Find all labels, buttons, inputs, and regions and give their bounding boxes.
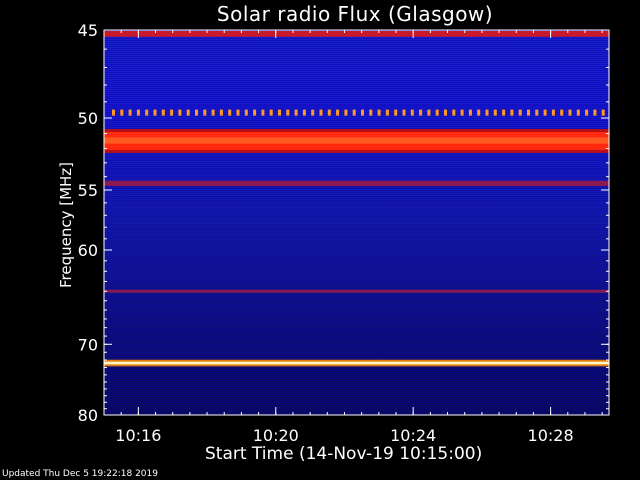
band-dot	[527, 109, 530, 116]
band-dot	[261, 109, 265, 116]
band-dot	[585, 109, 589, 116]
band-dot	[427, 109, 431, 116]
band-dot	[601, 109, 605, 116]
band-dot	[211, 109, 215, 116]
y-tick-label: 70	[78, 335, 98, 354]
band-dot	[502, 109, 506, 116]
band-dot	[236, 109, 240, 116]
y-tick-label: 55	[78, 181, 98, 200]
band-dot	[120, 109, 124, 116]
updated-timestamp: Updated Thu Dec 5 19:22:18 2019	[2, 469, 158, 479]
band-0	[104, 30, 609, 37]
band-dot	[244, 109, 248, 116]
band-core	[104, 361, 609, 365]
band-dot	[170, 109, 174, 116]
band-dot	[253, 109, 257, 116]
band-dot	[278, 109, 281, 116]
band-dot	[468, 109, 472, 116]
band-dot	[136, 109, 140, 116]
x-axis-label: Start Time (14-Nov-19 10:15:00)	[205, 444, 483, 464]
band-dot	[269, 109, 273, 116]
band-dot	[435, 109, 439, 116]
band-dot	[543, 109, 547, 116]
band-dot	[327, 109, 331, 116]
heatmap-plot	[104, 30, 609, 415]
band-dot	[311, 109, 315, 116]
x-tick-label: 10:16	[115, 426, 161, 445]
heatmap-texture	[104, 30, 609, 415]
band-dot	[128, 109, 132, 116]
band-dot	[361, 109, 364, 116]
band-dot	[460, 109, 464, 116]
band-dot	[153, 109, 157, 116]
y-tick-label: 50	[78, 109, 98, 128]
band-dot	[444, 109, 447, 116]
band-4	[104, 289, 609, 293]
band-2	[104, 129, 609, 153]
band-dot	[369, 109, 373, 116]
band-dot	[377, 109, 381, 116]
band-dot	[186, 109, 190, 116]
x-axis: 10:16 10:20 10:24 10:28	[103, 30, 603, 445]
band-1	[112, 109, 605, 116]
band-5	[104, 359, 609, 367]
emission-bands	[104, 30, 609, 367]
band-dot	[344, 109, 348, 116]
y-tick-label: 80	[78, 406, 98, 425]
x-tick-label: 10:28	[528, 426, 574, 445]
band-dot	[178, 109, 182, 116]
band-dot	[493, 109, 497, 116]
band-dot	[419, 109, 423, 116]
band-dot	[402, 109, 406, 116]
y-axis-label: Frequency [MHz]	[57, 161, 75, 289]
x-tick-label: 10:24	[390, 426, 436, 445]
band-dot	[593, 109, 597, 116]
band-dot	[576, 109, 580, 116]
band-dot	[294, 109, 298, 116]
chart-title: Solar radio Flux (Glasgow)	[216, 2, 494, 26]
band-peak	[104, 137, 609, 144]
band-dot	[161, 109, 165, 116]
band-dot	[319, 109, 323, 116]
band-dot	[510, 109, 514, 116]
band-dot	[394, 109, 398, 116]
band-3	[104, 180, 609, 187]
band-dot	[219, 109, 223, 116]
band-dot	[352, 109, 356, 116]
y-tick-label: 45	[78, 21, 98, 40]
band-dot	[452, 109, 456, 116]
y-axis: 45 50 55 60 70 80	[78, 21, 609, 425]
band-dot	[410, 109, 414, 116]
band-dot	[302, 109, 306, 116]
band-dot	[535, 109, 539, 116]
band-dot	[286, 109, 290, 116]
band-dot	[145, 109, 149, 116]
x-tick-label: 10:20	[253, 426, 299, 445]
band-dot	[195, 109, 198, 116]
plot-frame	[103, 29, 610, 416]
band-dot	[336, 109, 340, 116]
band-dot	[112, 109, 115, 116]
band-dot	[203, 109, 207, 116]
band-dot	[568, 109, 572, 116]
band-dot	[228, 109, 232, 116]
band-dot	[560, 109, 564, 116]
band-dot	[551, 109, 555, 116]
band-dot	[385, 109, 389, 116]
band-dot	[518, 109, 522, 116]
band-dot	[485, 109, 489, 116]
y-tick-label: 60	[78, 241, 98, 260]
band-dot	[477, 109, 481, 116]
